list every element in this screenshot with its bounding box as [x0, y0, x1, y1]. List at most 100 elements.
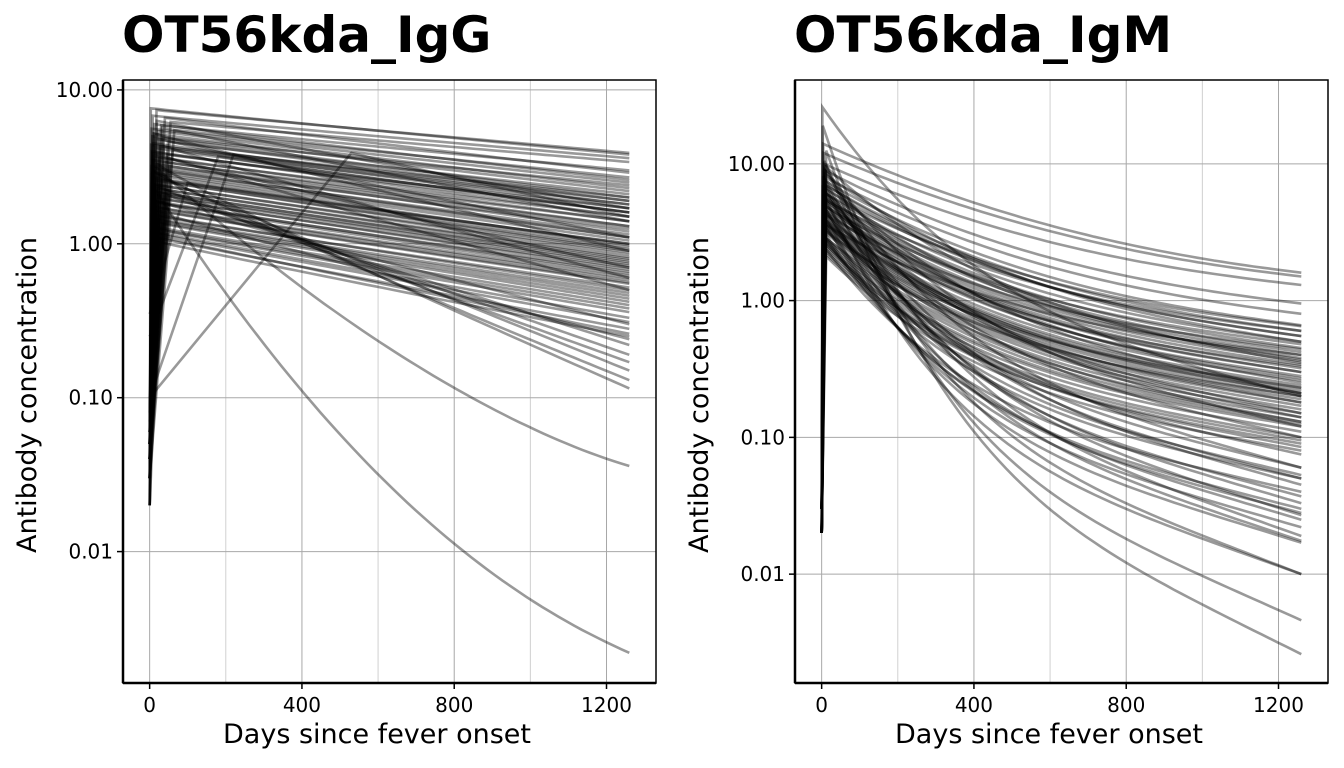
series-line [820, 236, 1302, 509]
series-line [820, 250, 1302, 509]
x-axis-label: Days since fever onset [895, 719, 1203, 750]
series-line [820, 167, 1302, 534]
series-line [820, 185, 1302, 543]
series-line [820, 196, 1302, 576]
series-line [148, 188, 630, 445]
series-line [820, 164, 1302, 534]
series-line [820, 228, 1302, 509]
series-line [148, 151, 630, 459]
panel-igm: OT56kda_IgM Antibody concentration Days … [672, 0, 1344, 768]
series-line [820, 180, 1302, 509]
series-line [820, 187, 1302, 509]
series-line [820, 226, 1302, 534]
series-line [820, 164, 1302, 576]
series-line [820, 184, 1302, 509]
series-line [148, 175, 630, 445]
series-line [820, 167, 1302, 534]
y-tick-label: 10.00 [56, 78, 113, 102]
series-line [820, 212, 1302, 534]
series-line [148, 212, 630, 445]
series-line [148, 183, 630, 479]
series-line [148, 128, 630, 459]
x-tick-label: 800 [1107, 693, 1145, 717]
series-line [148, 215, 630, 459]
series-line [820, 191, 1302, 534]
series-line [820, 187, 1302, 534]
series-line [148, 129, 630, 413]
series-line [148, 230, 630, 460]
series-line [820, 222, 1302, 509]
series-line [148, 238, 630, 479]
series-line [148, 171, 630, 432]
series-line [820, 191, 1302, 509]
x-tick-label: 400 [955, 693, 993, 717]
series-line [148, 217, 630, 506]
series-line [820, 235, 1302, 509]
series-line [820, 210, 1302, 509]
series-line [148, 161, 630, 479]
series-line [148, 156, 630, 445]
series-line [148, 192, 630, 445]
series-line [148, 183, 630, 479]
series-line [148, 160, 630, 506]
series-line [148, 219, 630, 445]
series-line [148, 219, 630, 459]
chart-title: OT56kda_IgG [122, 6, 492, 64]
series-line [148, 153, 630, 432]
series-line [820, 248, 1302, 534]
series-line [148, 235, 630, 432]
y-tick-label: 10.00 [728, 152, 785, 176]
series-line [820, 229, 1302, 511]
series-line [148, 125, 630, 459]
series-line [148, 189, 630, 459]
series-line [820, 227, 1302, 534]
series-line [148, 144, 630, 459]
y-tick-label: 0.01 [740, 562, 785, 586]
series-line [148, 120, 630, 459]
series-line [148, 195, 630, 506]
series-line [820, 197, 1302, 534]
series-line [820, 216, 1302, 534]
series-line [148, 208, 630, 432]
series-line [148, 164, 630, 432]
series-line [148, 141, 630, 445]
series-line [148, 192, 630, 459]
series-line [820, 232, 1302, 509]
series-line [820, 174, 1302, 509]
series-line [820, 240, 1302, 509]
y-tick-label: 1.00 [740, 289, 785, 313]
series-line [820, 223, 1302, 534]
series-line [820, 238, 1302, 534]
series-line [148, 178, 630, 506]
series-line [820, 180, 1302, 509]
series-line [148, 227, 630, 445]
plot-area: 0 400 800 1200 0.01 0.10 1.00 10.00 [728, 79, 1329, 717]
x-tick-label: 1200 [1253, 693, 1304, 717]
series-line [148, 123, 630, 445]
series-line [148, 173, 630, 479]
series-line [820, 164, 1302, 509]
series-line [148, 151, 630, 459]
series-line [820, 171, 1302, 534]
x-tick-label: 1200 [581, 693, 632, 717]
series-line [820, 201, 1302, 509]
series-line [820, 203, 1302, 509]
y-tick-label: 1.00 [68, 232, 113, 256]
series-line [148, 132, 630, 479]
series-line [148, 183, 630, 654]
series-line [148, 149, 630, 445]
series-line [148, 210, 630, 445]
series-line [148, 204, 630, 445]
series-line [148, 137, 630, 479]
series-line [148, 210, 630, 479]
series-line [820, 197, 1302, 534]
series-line [820, 244, 1302, 534]
series-line [820, 234, 1302, 534]
series-line [148, 194, 630, 459]
series-line [148, 186, 630, 432]
series-line [148, 199, 630, 445]
series-line [820, 218, 1302, 509]
chart-title: OT56kda_IgM [794, 6, 1173, 64]
series-line [820, 204, 1302, 509]
series-line [820, 175, 1302, 509]
